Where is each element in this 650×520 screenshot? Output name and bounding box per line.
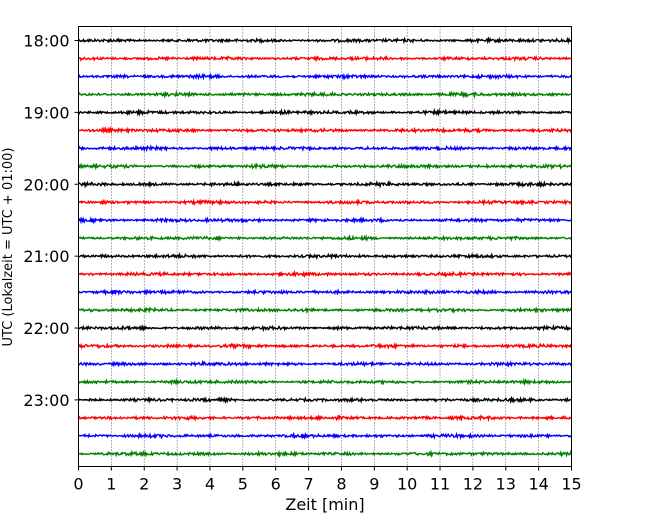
x-tick-label: 13: [496, 475, 516, 494]
x-tick-label: 9: [369, 475, 379, 494]
trace-line: [77, 162, 572, 171]
x-tick-label: 1: [106, 475, 116, 494]
y-tick-label: 23:00: [23, 391, 69, 410]
x-tick-label: 6: [271, 475, 281, 494]
trace-line: [78, 449, 573, 459]
x-axis-ticks: 0 1 2 3 4 5 6 7 8 9 10 11 12 13 14 15: [73, 466, 582, 494]
trace-line: [78, 431, 573, 440]
trace-line: [77, 72, 573, 81]
x-tick-label: 3: [172, 475, 182, 494]
trace-line: [78, 306, 572, 315]
x-tick-label: 7: [303, 475, 313, 494]
trace-line: [77, 107, 572, 117]
trace-line: [77, 198, 572, 207]
x-tick-label: 5: [238, 475, 248, 494]
trace-line: [77, 413, 572, 423]
x-tick-label: 14: [528, 475, 548, 494]
trace-line: [78, 269, 573, 279]
plot-frame: [78, 26, 572, 467]
x-tick-label: 12: [463, 475, 483, 494]
trace-line: [77, 395, 572, 405]
y-tick-label: 22:00: [23, 319, 69, 338]
trace-line: [77, 144, 572, 153]
y-tick-label: 20:00: [23, 175, 69, 194]
trace-line: [77, 36, 572, 45]
trace-line: [78, 288, 573, 297]
x-tick-label: 15: [561, 475, 581, 494]
x-tick-label: 0: [73, 475, 83, 494]
trace-line: [77, 377, 572, 387]
grid-lines: [111, 26, 539, 467]
x-tick-label: 4: [205, 475, 215, 494]
trace-line: [77, 215, 572, 225]
y-tick-label: 21:00: [23, 247, 69, 266]
trace-line: [77, 89, 572, 99]
y-axis-label: UTC (Lokalzeit = UTC + 01:00): [1, 148, 16, 347]
y-axis-ticks: 18:00 19:00 20:00 21:00 22:00 23:00: [23, 32, 79, 410]
trace-line: [78, 359, 573, 368]
x-tick-label: 2: [139, 475, 149, 494]
trace-line: [78, 180, 573, 189]
trace-line: [78, 125, 573, 135]
trace-line: [78, 323, 572, 333]
y-tick-label: 19:00: [23, 103, 69, 122]
x-tick-label: 10: [397, 475, 417, 494]
trace-line: [78, 251, 572, 261]
trace-group: [77, 36, 573, 459]
y-tick-label: 18:00: [23, 32, 69, 51]
x-axis-label: Zeit [min]: [285, 495, 364, 514]
x-tick-label: 11: [430, 475, 450, 494]
x-tick-label: 8: [336, 475, 346, 494]
trace-line: [77, 341, 573, 351]
trace-line: [77, 54, 573, 63]
trace-line: [78, 233, 572, 243]
